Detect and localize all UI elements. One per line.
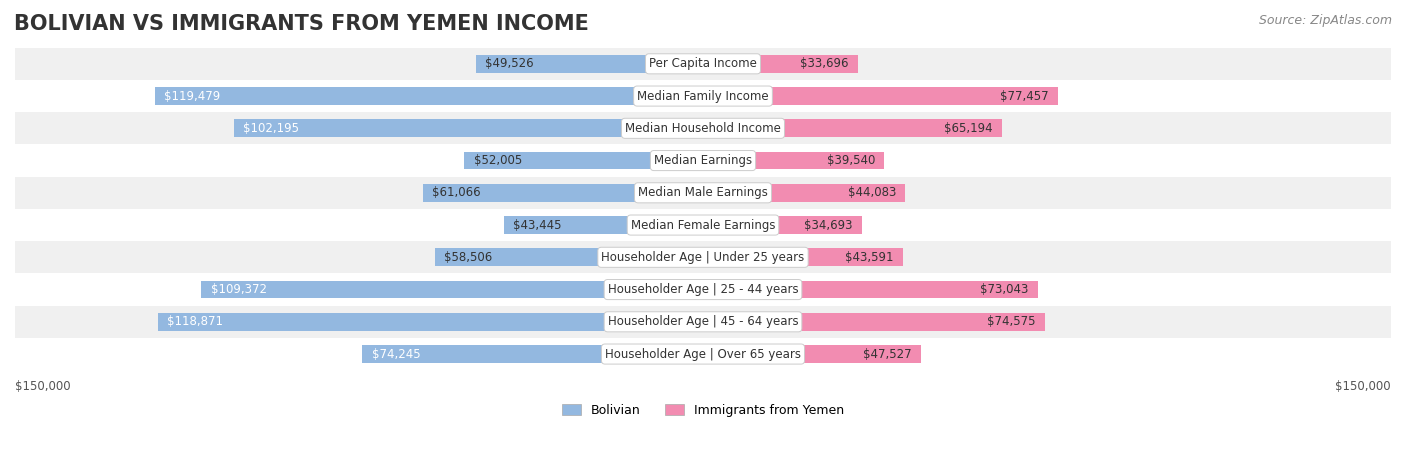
FancyBboxPatch shape — [434, 248, 703, 266]
Text: $39,540: $39,540 — [827, 154, 875, 167]
FancyBboxPatch shape — [703, 184, 905, 202]
FancyBboxPatch shape — [15, 144, 1391, 177]
Text: $118,871: $118,871 — [167, 315, 224, 328]
Text: Median Female Earnings: Median Female Earnings — [631, 219, 775, 232]
Text: BOLIVIAN VS IMMIGRANTS FROM YEMEN INCOME: BOLIVIAN VS IMMIGRANTS FROM YEMEN INCOME — [14, 14, 589, 34]
FancyBboxPatch shape — [703, 120, 1002, 137]
Legend: Bolivian, Immigrants from Yemen: Bolivian, Immigrants from Yemen — [557, 399, 849, 422]
Text: Householder Age | Over 65 years: Householder Age | Over 65 years — [605, 347, 801, 361]
Text: $58,506: $58,506 — [444, 251, 492, 264]
FancyBboxPatch shape — [201, 281, 703, 298]
Text: $43,445: $43,445 — [513, 219, 561, 232]
Text: $119,479: $119,479 — [165, 90, 221, 103]
FancyBboxPatch shape — [15, 274, 1391, 306]
FancyBboxPatch shape — [703, 87, 1059, 105]
Text: Median Earnings: Median Earnings — [654, 154, 752, 167]
Text: Householder Age | Under 25 years: Householder Age | Under 25 years — [602, 251, 804, 264]
FancyBboxPatch shape — [703, 281, 1038, 298]
FancyBboxPatch shape — [363, 345, 703, 363]
FancyBboxPatch shape — [15, 338, 1391, 370]
Text: $65,194: $65,194 — [945, 122, 993, 135]
FancyBboxPatch shape — [475, 55, 703, 73]
FancyBboxPatch shape — [15, 112, 1391, 144]
Text: $77,457: $77,457 — [1001, 90, 1049, 103]
FancyBboxPatch shape — [703, 248, 903, 266]
FancyBboxPatch shape — [703, 152, 884, 170]
FancyBboxPatch shape — [157, 313, 703, 331]
Text: $61,066: $61,066 — [432, 186, 481, 199]
FancyBboxPatch shape — [15, 177, 1391, 209]
Text: $102,195: $102,195 — [243, 122, 299, 135]
FancyBboxPatch shape — [503, 216, 703, 234]
FancyBboxPatch shape — [15, 48, 1391, 80]
Text: $52,005: $52,005 — [474, 154, 522, 167]
Text: $44,083: $44,083 — [848, 186, 896, 199]
FancyBboxPatch shape — [235, 120, 703, 137]
FancyBboxPatch shape — [464, 152, 703, 170]
FancyBboxPatch shape — [703, 345, 921, 363]
FancyBboxPatch shape — [15, 241, 1391, 274]
FancyBboxPatch shape — [703, 55, 858, 73]
FancyBboxPatch shape — [423, 184, 703, 202]
Text: $150,000: $150,000 — [15, 380, 70, 393]
Text: $34,693: $34,693 — [804, 219, 853, 232]
FancyBboxPatch shape — [703, 313, 1045, 331]
Text: $109,372: $109,372 — [211, 283, 267, 296]
FancyBboxPatch shape — [15, 306, 1391, 338]
Text: Median Family Income: Median Family Income — [637, 90, 769, 103]
Text: $43,591: $43,591 — [845, 251, 894, 264]
FancyBboxPatch shape — [15, 209, 1391, 241]
Text: Source: ZipAtlas.com: Source: ZipAtlas.com — [1258, 14, 1392, 27]
Text: $150,000: $150,000 — [1336, 380, 1391, 393]
Text: Median Household Income: Median Household Income — [626, 122, 780, 135]
FancyBboxPatch shape — [155, 87, 703, 105]
Text: Householder Age | 45 - 64 years: Householder Age | 45 - 64 years — [607, 315, 799, 328]
FancyBboxPatch shape — [15, 80, 1391, 112]
Text: Householder Age | 25 - 44 years: Householder Age | 25 - 44 years — [607, 283, 799, 296]
Text: $73,043: $73,043 — [980, 283, 1029, 296]
Text: Median Male Earnings: Median Male Earnings — [638, 186, 768, 199]
Text: $47,527: $47,527 — [863, 347, 912, 361]
FancyBboxPatch shape — [703, 216, 862, 234]
Text: $74,245: $74,245 — [371, 347, 420, 361]
Text: $33,696: $33,696 — [800, 57, 848, 71]
Text: $74,575: $74,575 — [987, 315, 1036, 328]
Text: $49,526: $49,526 — [485, 57, 534, 71]
Text: Per Capita Income: Per Capita Income — [650, 57, 756, 71]
